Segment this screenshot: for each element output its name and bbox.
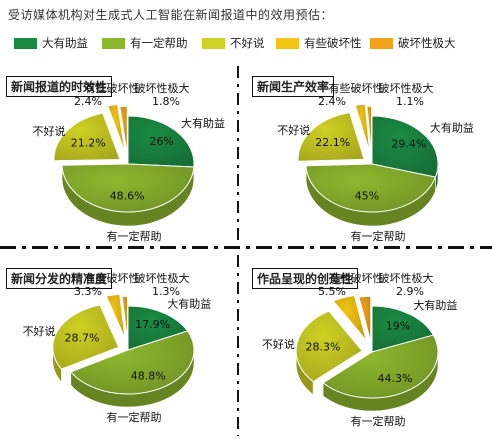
legend-item-very-harmful: 破坏性极大 — [370, 36, 456, 50]
slice-value-label: 2.9% — [396, 285, 424, 298]
legend-item-uncertain: 不好说 — [202, 36, 265, 50]
slice-category-label: 有一定帮助 — [107, 410, 162, 424]
legend-label: 大有助益 — [42, 35, 88, 51]
legend-label: 不好说 — [230, 35, 265, 51]
chart-main-title: 受访媒体机构对生成式人工智能在新闻报道中的效用预估： — [8, 6, 333, 23]
slice-category-label: 不好说 — [262, 337, 295, 351]
slice-category-label: 大有助益 — [430, 120, 474, 134]
slice-category-label: 有些破坏性 — [329, 271, 384, 285]
legend-swatch — [202, 38, 225, 49]
slice-category-label: 破坏性极大 — [379, 271, 434, 285]
legend-swatch — [276, 38, 299, 49]
slice-value-label: 22.1% — [315, 136, 350, 149]
slice-value-label: 28.3% — [306, 341, 341, 354]
slice-value-label: 48.8% — [131, 370, 166, 383]
slice-value-label: 5.5% — [318, 285, 346, 298]
slice-value-label: 44.3% — [378, 372, 413, 385]
slice-value-label: 48.6% — [110, 190, 145, 203]
legend-item-major-benefit: 大有助益 — [14, 36, 88, 50]
slice-category-label: 有一定帮助 — [351, 414, 406, 428]
slice-value-label: 2.4% — [74, 95, 102, 108]
slice-value-label: 17.9% — [135, 318, 170, 331]
slice-value-label: 26% — [149, 135, 173, 148]
slice-value-label: 3.3% — [74, 285, 102, 298]
slice-value-label: 21.2% — [71, 136, 106, 149]
slice-category-label: 不好说 — [32, 124, 65, 138]
slice-category-label: 大有助益 — [167, 297, 211, 311]
slice-value-label: 1.8% — [152, 95, 180, 108]
slice-category-label: 有一定帮助 — [107, 229, 162, 243]
legend-swatch — [14, 38, 37, 49]
slice-category-label: 大有助益 — [413, 298, 457, 312]
slice-category-label: 破坏性极大 — [135, 81, 190, 95]
legend-label: 有些破坏性 — [304, 35, 362, 51]
slice-value-label: 2.4% — [318, 95, 346, 108]
legend-label: 破坏性极大 — [398, 35, 456, 51]
slice-value-label: 1.1% — [396, 95, 424, 108]
slice-value-label: 28.7% — [64, 331, 99, 344]
slice-value-label: 29.4% — [391, 138, 426, 151]
slice-category-label: 破坏性极大 — [379, 81, 434, 95]
slice-category-label: 有些破坏性 — [85, 81, 140, 95]
slice-value-label: 45% — [355, 189, 379, 202]
slice-value-label: 1.3% — [152, 285, 180, 298]
slice-value-label: 19% — [386, 319, 410, 332]
slice-category-label: 有一定帮助 — [351, 229, 406, 243]
legend-item-some-harm: 有些破坏性 — [276, 36, 362, 50]
slice-category-label: 有些破坏性 — [329, 81, 384, 95]
legend: 大有助益 有一定帮助 不好说 有些破坏性 破坏性极大 — [14, 36, 484, 50]
legend-label: 有一定帮助 — [130, 35, 188, 51]
slice-category-label: 不好说 — [277, 123, 310, 137]
slice-category-label: 不好说 — [23, 324, 56, 338]
legend-item-some-help: 有一定帮助 — [102, 36, 188, 50]
slice-category-label: 有些破坏性 — [85, 271, 140, 285]
legend-swatch — [102, 38, 125, 49]
legend-swatch — [370, 38, 393, 49]
slice-category-label: 大有助益 — [181, 116, 225, 130]
slice-category-label: 破坏性极大 — [135, 271, 190, 285]
